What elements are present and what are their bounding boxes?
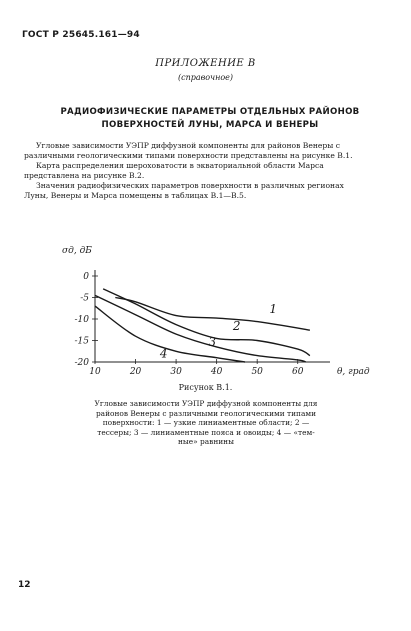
x-tick-label: 30 [170, 367, 182, 377]
x-tick-label: 40 [210, 367, 223, 377]
x-tick-label: 10 [89, 367, 101, 377]
paragraph-1-line1: Угловые зависимости УЭПР диффузной компо… [36, 141, 340, 150]
x-tick-label: 60 [292, 367, 304, 377]
y-tick-label: -20 [75, 358, 90, 368]
appendix-title: ПРИЛОЖЕНИЕ В [155, 58, 256, 69]
series-2-line [102, 288, 311, 357]
figure-caption: Рисунок В.1. [178, 383, 233, 392]
x-tick-label: 20 [129, 367, 142, 377]
x-tick-label: 50 [251, 367, 263, 377]
appendix-subtitle: (справочное) [177, 73, 234, 82]
curve-label-3: 3 [209, 335, 217, 349]
curve-label-4: 4 [159, 347, 168, 361]
paragraph-1: Угловые зависимости УЭПР диффузной компо… [24, 141, 394, 161]
paragraph-2-line1: Карта распределения шероховатости в эква… [36, 161, 324, 170]
curve-label-2: 2 [232, 319, 241, 333]
y-axis-label: σд, дБ [62, 246, 92, 256]
curve-label-1: 1 [269, 302, 277, 316]
series-4-line [94, 305, 246, 363]
figure-legend-line2: районов Венеры с различными геологически… [95, 408, 317, 418]
series-3-line [94, 294, 307, 363]
figure-legend: Угловые зависимости УЭПР диффузной компо… [30, 399, 382, 447]
figure-legend-line5: ные» равнины [177, 437, 234, 447]
page-number: 12 [18, 580, 31, 590]
paragraph-1-line2: различными геологическими типами поверхн… [24, 151, 353, 160]
paragraph-3: Значения радиофизических параметров пове… [24, 181, 394, 201]
figure-legend-line3: поверхности: 1 — узкие линиаментные обла… [102, 418, 310, 428]
paragraph-3-line1: Значения радиофизических параметров пове… [36, 181, 344, 190]
section-title-line2: ПОВЕРХНОСТЕЙ ЛУНЫ, МАРСА И ВЕНЕРЫ [101, 120, 319, 130]
paragraph-3-line2: Луны, Венеры и Марса помещены в таблицах… [24, 191, 247, 200]
section-title: РАДИОФИЗИЧЕСКИЕ ПАРАМЕТРЫ ОТДЕЛЬНЫХ РАЙО… [40, 106, 380, 132]
series-1-line [115, 296, 311, 331]
y-tick-label: -10 [75, 315, 90, 325]
paragraph-2: Карта распределения шероховатости в эква… [24, 161, 394, 181]
y-tick-label: -15 [75, 337, 90, 347]
document-header: ГОСТ Р 25645.161—94 [22, 30, 140, 40]
x-axis-label: θ, град [337, 367, 370, 377]
figure-legend-line1: Угловые зависимости УЭПР диффузной компо… [94, 399, 318, 408]
section-title-line1: РАДИОФИЗИЧЕСКИЕ ПАРАМЕТРЫ ОТДЕЛЬНЫХ РАЙО… [60, 107, 360, 117]
paragraph-2-line2: представлена на рисунке В.2. [24, 171, 145, 180]
y-tick-label: 0 [83, 272, 89, 282]
y-tick-label: -5 [80, 294, 89, 304]
figure-legend-line4: тессеры; 3 — линиаментные пояса и овоиды… [97, 427, 315, 437]
